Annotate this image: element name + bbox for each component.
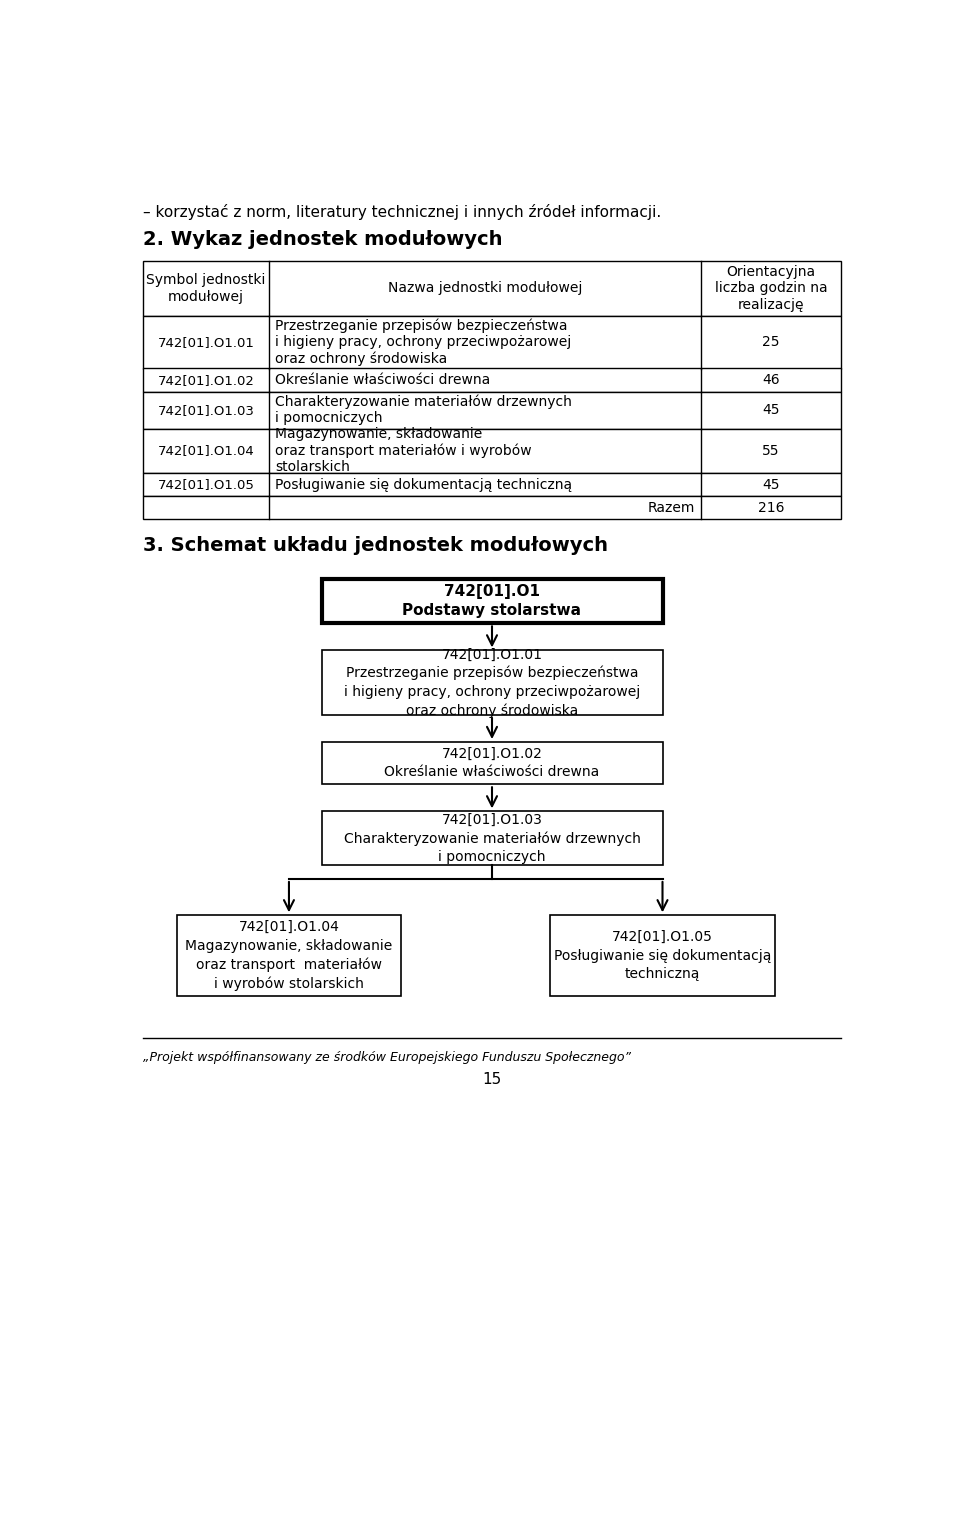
Text: 742[01].O1.02
Określanie właściwości drewna: 742[01].O1.02 Określanie właściwości dre…: [384, 747, 600, 779]
Text: 742[01].O1
Podstawy stolarstwa: 742[01].O1 Podstawy stolarstwa: [402, 583, 582, 618]
Text: 216: 216: [757, 501, 784, 515]
Text: 742[01].O1.03: 742[01].O1.03: [157, 404, 254, 416]
Text: – korzystać z norm, literatury technicznej i innych źródeł informacji.: – korzystać z norm, literatury techniczn…: [143, 203, 661, 220]
Text: 742[01].O1.01: 742[01].O1.01: [157, 335, 254, 349]
Text: 45: 45: [762, 478, 780, 492]
Text: 2. Wykaz jednostek modułowych: 2. Wykaz jednostek modułowych: [143, 229, 503, 249]
Bar: [143, 428, 841, 474]
Bar: [322, 578, 662, 624]
Bar: [322, 650, 662, 715]
Text: 46: 46: [762, 373, 780, 387]
Text: Razem: Razem: [648, 501, 695, 515]
Text: 742[01].O1.02: 742[01].O1.02: [157, 373, 254, 387]
Bar: [143, 369, 841, 392]
Text: Określanie właściwości drewna: Określanie właściwości drewna: [275, 373, 491, 387]
Text: 742[01].O1.01
Przestrzeganie przepisów bezpieczeństwa
i higieny pracy, ochrony p: 742[01].O1.01 Przestrzeganie przepisów b…: [344, 647, 640, 718]
Text: 742[01].O1.04
Magazynowanie, składowanie
oraz transport  materiałów
i wyrobów st: 742[01].O1.04 Magazynowanie, składowanie…: [185, 920, 393, 991]
Text: 25: 25: [762, 335, 780, 349]
Text: 742[01].O1.03
Charakteryzowanie materiałów drzewnych
i pomocniczych: 742[01].O1.03 Charakteryzowanie materiał…: [344, 812, 640, 864]
Text: Orientacyjna
liczba godzin na
realizację: Orientacyjna liczba godzin na realizację: [714, 266, 828, 311]
Text: Nazwa jednostki modułowej: Nazwa jednostki modułowej: [388, 281, 582, 296]
Bar: [177, 915, 401, 996]
Text: 742[01].O1.04: 742[01].O1.04: [157, 445, 254, 457]
Bar: [143, 392, 841, 428]
Text: „Projekt współfinansowany ze środków Europejskiego Funduszu Społecznego”: „Projekt współfinansowany ze środków Eur…: [143, 1050, 632, 1064]
Text: 742[01].O1.05
Posługiwanie się dokumentacją
techniczną: 742[01].O1.05 Posługiwanie się dokumenta…: [554, 931, 771, 981]
Bar: [322, 742, 662, 785]
Text: 55: 55: [762, 443, 780, 458]
Bar: [143, 474, 841, 496]
Bar: [143, 261, 841, 316]
Bar: [143, 496, 841, 519]
Text: Magazynowanie, składowanie
oraz transport materiałów i wyrobów
stolarskich: Magazynowanie, składowanie oraz transpor…: [275, 428, 532, 475]
Text: 15: 15: [482, 1072, 502, 1087]
Text: Przestrzeganie przepisów bezpieczeństwa
i higieny pracy, ochrony przeciwpożarowe: Przestrzeganie przepisów bezpieczeństwa …: [275, 319, 571, 366]
Bar: [322, 811, 662, 865]
Text: 3. Schemat układu jednostek modułowych: 3. Schemat układu jednostek modułowych: [143, 536, 609, 556]
Text: Charakteryzowanie materiałów drzewnych
i pomocniczych: Charakteryzowanie materiałów drzewnych i…: [275, 395, 572, 425]
Text: 742[01].O1.05: 742[01].O1.05: [157, 478, 254, 492]
Bar: [143, 316, 841, 369]
Text: Posługiwanie się dokumentacją techniczną: Posługiwanie się dokumentacją techniczną: [275, 478, 572, 492]
Text: 45: 45: [762, 404, 780, 417]
Text: Symbol jednostki
modułowej: Symbol jednostki modułowej: [146, 273, 266, 304]
Bar: [550, 915, 775, 996]
